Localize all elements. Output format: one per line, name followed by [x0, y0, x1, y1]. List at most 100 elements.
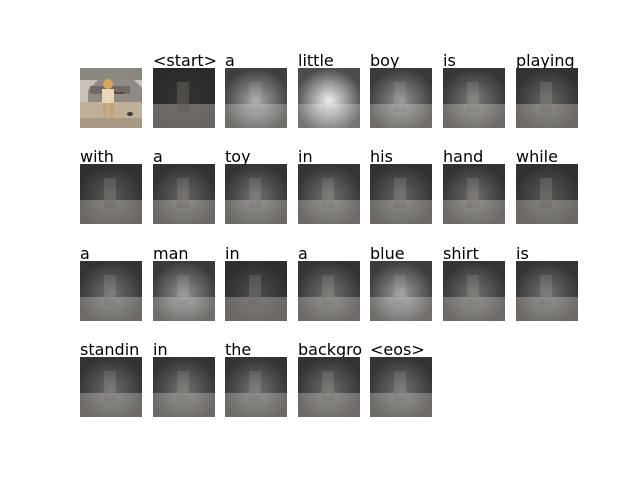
attention-map — [80, 164, 142, 224]
token-label: a — [225, 52, 235, 70]
attention-heatmap-icon — [443, 261, 505, 321]
attention-heatmap-icon — [298, 164, 360, 224]
attention-map — [443, 261, 505, 321]
attention-map — [153, 357, 215, 417]
attention-heatmap-icon — [516, 68, 578, 128]
attention-cell: a — [298, 245, 360, 321]
attention-map — [153, 164, 215, 224]
attention-map — [225, 357, 287, 417]
attention-heatmap-icon — [153, 164, 215, 224]
token-label: shirt — [443, 245, 479, 263]
token-label: boy — [370, 52, 400, 70]
attention-map — [225, 68, 287, 128]
attention-heatmap-icon — [153, 261, 215, 321]
token-label: little — [298, 52, 334, 70]
token-label: backgro — [298, 341, 363, 359]
attention-cell: boy — [370, 52, 432, 128]
attention-cell: in — [298, 148, 360, 224]
token-label: in — [298, 148, 313, 166]
attention-map — [80, 261, 142, 321]
attention-heatmap-icon — [225, 357, 287, 417]
attention-heatmap-icon — [370, 68, 432, 128]
attention-heatmap-icon — [153, 357, 215, 417]
attention-heatmap-icon — [80, 261, 142, 321]
attention-heatmap-icon — [153, 68, 215, 128]
attention-heatmap-icon — [80, 357, 142, 417]
token-label: is — [516, 245, 529, 263]
attention-cell: his — [370, 148, 432, 224]
attention-cell: shirt — [443, 245, 505, 321]
attention-cell: a — [153, 148, 215, 224]
attention-map — [370, 261, 432, 321]
attention-map — [298, 261, 360, 321]
source-image-cell — [80, 52, 142, 128]
token-label: hand — [443, 148, 484, 166]
attention-cell: toy — [225, 148, 287, 224]
attention-cell: a — [80, 245, 142, 321]
token-label: while — [516, 148, 558, 166]
token-label: a — [298, 245, 308, 263]
attention-map — [153, 68, 215, 128]
attention-map — [516, 68, 578, 128]
token-label: standin — [80, 341, 140, 359]
attention-map — [298, 68, 360, 128]
attention-map — [80, 357, 142, 417]
attention-map — [443, 68, 505, 128]
attention-heatmap-icon — [443, 164, 505, 224]
attention-cell: blue — [370, 245, 432, 321]
attention-cell: with — [80, 148, 142, 224]
attention-cell: a — [225, 52, 287, 128]
attention-heatmap-icon — [443, 68, 505, 128]
token-label: <eos> — [370, 341, 425, 359]
token-label: with — [80, 148, 114, 166]
attention-map — [225, 261, 287, 321]
token-label: a — [80, 245, 90, 263]
attention-cell: in — [153, 341, 215, 417]
token-label: toy — [225, 148, 251, 166]
attention-cell: in — [225, 245, 287, 321]
attention-map — [370, 164, 432, 224]
attention-heatmap-icon — [370, 261, 432, 321]
token-label: his — [370, 148, 393, 166]
attention-heatmap-icon — [225, 261, 287, 321]
attention-heatmap-icon — [298, 357, 360, 417]
attention-heatmap-icon — [225, 164, 287, 224]
token-label: in — [225, 245, 240, 263]
attention-map — [153, 261, 215, 321]
token-label: blue — [370, 245, 405, 263]
token-label: in — [153, 341, 168, 359]
attention-cell: little — [298, 52, 360, 128]
attention-map — [516, 261, 578, 321]
attention-map — [225, 164, 287, 224]
attention-map — [370, 68, 432, 128]
photo-icon — [80, 68, 142, 128]
attention-heatmap-icon — [516, 261, 578, 321]
token-label: the — [225, 341, 252, 359]
token-label: <start> — [153, 52, 218, 70]
token-label: playing — [516, 52, 575, 70]
attention-cell: standin — [80, 341, 142, 417]
attention-map — [298, 164, 360, 224]
attention-cell: <start> — [153, 52, 217, 128]
attention-heatmap-icon — [298, 68, 360, 128]
attention-cell: is — [516, 245, 578, 321]
token-label: is — [443, 52, 456, 70]
attention-cell: backgro — [298, 341, 362, 417]
attention-heatmap-icon — [370, 357, 432, 417]
attention-heatmap-icon — [225, 68, 287, 128]
attention-map — [443, 164, 505, 224]
attention-heatmap-icon — [370, 164, 432, 224]
token-label: a — [153, 148, 163, 166]
attention-map — [516, 164, 578, 224]
attention-cell: playing — [516, 52, 578, 128]
attention-heatmap-icon — [516, 164, 578, 224]
attention-cell: man — [153, 245, 215, 321]
attention-cell: is — [443, 52, 505, 128]
attention-cell: hand — [443, 148, 505, 224]
attention-heatmap-icon — [80, 164, 142, 224]
attention-map — [298, 357, 360, 417]
attention-cell: <eos> — [370, 341, 432, 417]
attention-heatmap-icon — [298, 261, 360, 321]
token-label: man — [153, 245, 189, 263]
